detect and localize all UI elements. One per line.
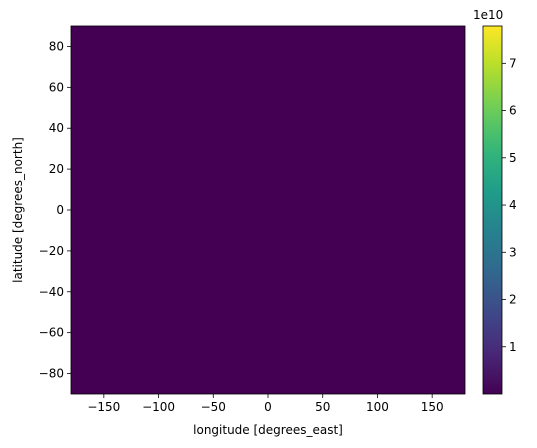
colorbar-offset-label: 1e10 (473, 8, 503, 22)
y-axis-ticks: −80 −60 −40 −20 0 20 40 60 80 (39, 39, 71, 381)
colorbar-tick-label: 2 (509, 293, 517, 307)
heatmap-field (71, 26, 465, 394)
x-axis-label: longitude [degrees_east] (193, 423, 343, 437)
y-tick-label: 40 (49, 121, 64, 135)
y-tick-label: −60 (39, 326, 64, 340)
colorbar-ticks: 1 2 3 4 5 6 7 (502, 56, 517, 354)
x-tick-label: −100 (142, 400, 175, 414)
x-tick-label: 100 (366, 400, 389, 414)
colorbar-tick-label: 4 (509, 198, 517, 212)
y-tick-label: −20 (39, 244, 64, 258)
colorbar: 1 2 3 4 5 6 7 1e10 (473, 8, 517, 395)
y-tick-label: −80 (39, 367, 64, 381)
y-tick-label: −40 (39, 285, 64, 299)
colorbar-tick-label: 1 (509, 340, 517, 354)
x-tick-label: 0 (264, 400, 272, 414)
x-tick-label: 150 (421, 400, 444, 414)
colorbar-tick-label: 3 (509, 245, 517, 259)
colorbar-tick-label: 6 (509, 104, 517, 118)
y-tick-label: 60 (49, 80, 64, 94)
x-tick-label: 50 (315, 400, 330, 414)
colorbar-frame (482, 25, 503, 395)
colorbar-tick-label: 5 (509, 151, 517, 165)
plot-area: −150 −100 −50 0 50 100 150 −80 −60 −40 −20 0 20 40 60… (11, 25, 466, 437)
colorbar-gradient (483, 26, 502, 394)
y-tick-label: 0 (56, 203, 64, 217)
colorbar-tick-label: 7 (509, 56, 517, 70)
y-axis-label: latitude [degrees_north] (11, 137, 25, 283)
x-tick-label: −50 (201, 400, 226, 414)
y-tick-label: 20 (49, 162, 64, 176)
y-tick-label: 80 (49, 39, 64, 53)
x-tick-label: −150 (87, 400, 120, 414)
x-axis-ticks: −150 −100 −50 0 50 100 150 (87, 394, 444, 414)
